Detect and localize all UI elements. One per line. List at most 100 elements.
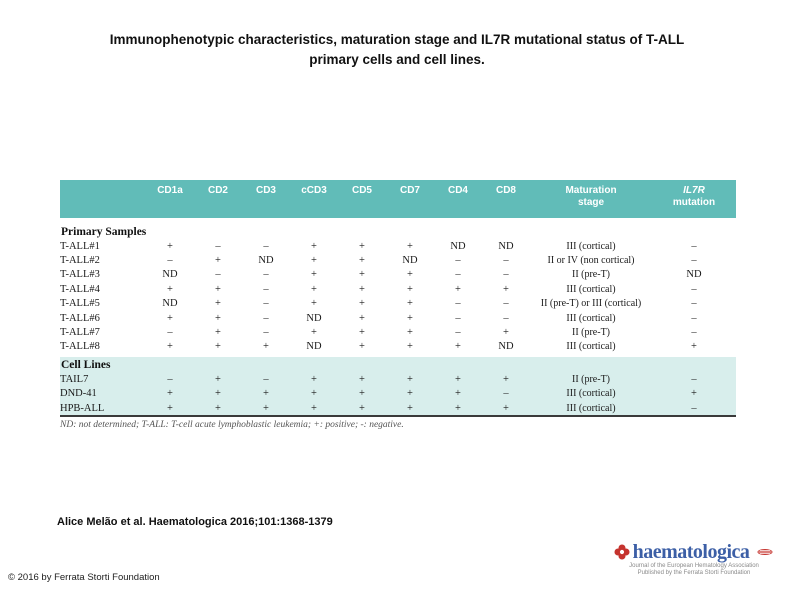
marker-value: + [215, 298, 221, 310]
il7r-header-line2: mutation [672, 197, 716, 208]
marker-value: + [215, 255, 221, 267]
marker-value: + [455, 341, 461, 353]
marker-value: + [167, 388, 173, 400]
marker-value: – [263, 327, 269, 339]
marker-value: – [167, 373, 173, 385]
marker-value: + [359, 269, 365, 281]
marker-value: – [263, 240, 269, 252]
maturation-value: III (cortical) [566, 341, 616, 353]
marker-value: – [503, 255, 509, 267]
column-header-cd4: CD4 [447, 185, 468, 196]
il7r-value: – [691, 402, 697, 414]
maturation-value: II (pre-T) or III (cortical) [540, 298, 642, 310]
slide-title: Immunophenotypic characteristics, matura… [47, 30, 747, 70]
marker-value: + [263, 402, 269, 414]
marker-value: – [455, 312, 461, 324]
row-label: T-ALL#8 [60, 341, 100, 353]
haematologica-logo: haematologica Journal of the European He… [600, 542, 788, 577]
maturation-value: II (pre-T) [571, 373, 611, 385]
marker-value: – [455, 327, 461, 339]
maturation-header-line1: Maturation [565, 185, 617, 196]
blood-drop-icon [614, 544, 630, 560]
marker-value: ND [498, 341, 514, 353]
marker-value: + [215, 312, 221, 324]
il7r-value: – [691, 283, 697, 295]
table-row: DND-41 + + + + + + + – III (cortical) + [60, 387, 736, 401]
maturation-value: III (cortical) [566, 312, 616, 324]
marker-value: + [407, 388, 413, 400]
marker-value: + [503, 283, 509, 295]
table-row: T-ALL#4 + + – + + + + + III (cortical) – [60, 282, 736, 296]
marker-value: + [215, 402, 221, 414]
marker-value: ND [162, 298, 178, 310]
column-header-cd2: CD2 [207, 185, 228, 196]
marker-value: – [503, 312, 509, 324]
row-label: T-ALL#3 [60, 269, 100, 281]
table-row: T-ALL#6 + + – ND + + – – III (cortical) – [60, 311, 736, 325]
marker-value: + [359, 240, 365, 252]
marker-value: + [407, 283, 413, 295]
marker-value: + [359, 312, 365, 324]
il7r-value: – [691, 327, 697, 339]
marker-value: – [263, 298, 269, 310]
marker-value: – [503, 388, 509, 400]
marker-value: + [455, 388, 461, 400]
maturation-value: III (cortical) [566, 283, 616, 295]
slide-title-line2: primary cells and cell lines. [309, 52, 485, 67]
marker-value: + [407, 327, 413, 339]
marker-value: – [263, 373, 269, 385]
marker-value: ND [450, 240, 466, 252]
marker-value: ND [258, 255, 274, 267]
row-label: T-ALL#2 [60, 255, 100, 267]
marker-value: + [359, 341, 365, 353]
il7r-value: – [691, 240, 697, 252]
citation: Alice Melão et al. Haematologica 2016;10… [57, 516, 333, 528]
marker-value: + [215, 327, 221, 339]
column-header-cd8: CD8 [495, 185, 516, 196]
column-header-cd5: CD5 [351, 185, 372, 196]
table-row: T-ALL#5 ND + – + + + – – II (pre-T) or III (corti… [60, 297, 736, 311]
table-footnote: ND: not determined; T-ALL: T-cell acute … [60, 420, 404, 431]
il7r-value: – [691, 298, 697, 310]
row-label: HPB-ALL [60, 402, 105, 414]
marker-value: + [167, 240, 173, 252]
marker-value: + [359, 327, 365, 339]
maturation-value: II (pre-T) [571, 269, 611, 281]
table-row: HPB-ALL + + + + + + + + III (cortical) – [60, 401, 736, 415]
row-label: T-ALL#6 [60, 312, 100, 324]
column-header-ccd3: cCD3 [301, 185, 327, 196]
marker-value: + [407, 373, 413, 385]
il7r-value: + [691, 388, 697, 400]
maturation-header-line2: stage [577, 197, 605, 208]
logo-wordmark: haematologica [632, 541, 750, 563]
copyright: © 2016 by Ferrata Storti Foundation [8, 572, 160, 583]
marker-value: + [311, 388, 317, 400]
marker-value: + [311, 373, 317, 385]
marker-value: + [455, 373, 461, 385]
logo-row: haematologica [600, 542, 788, 562]
marker-value: – [503, 298, 509, 310]
column-header-maturation-stage: Maturation stage [530, 185, 652, 209]
row-label: T-ALL#7 [60, 327, 100, 339]
marker-value: + [359, 298, 365, 310]
il7r-value: – [691, 373, 697, 385]
marker-value: + [263, 341, 269, 353]
marker-value: + [359, 283, 365, 295]
marker-value: + [407, 341, 413, 353]
marker-value: + [503, 373, 509, 385]
marker-value: + [407, 312, 413, 324]
marker-value: – [503, 269, 509, 281]
marker-value: – [263, 269, 269, 281]
table-row: T-ALL#1 + – – + + + ND ND III (cortical) – [60, 239, 736, 253]
table-bottom-rule [60, 415, 736, 418]
table-body: Primary Samples T-ALL#1 + – – + + + ND ND III (cor… [60, 224, 736, 416]
logo-tagline: Journal of the European Hematology Assoc… [600, 563, 788, 577]
row-label: T-ALL#4 [60, 283, 100, 295]
row-label: T-ALL#5 [60, 298, 100, 310]
logo-tagline-line1: Journal of the European Hematology Assoc… [629, 563, 759, 569]
marker-value: + [311, 269, 317, 281]
maturation-value: III (cortical) [566, 402, 616, 414]
eha-wing-icon [756, 547, 774, 557]
row-label: DND-41 [60, 388, 97, 400]
